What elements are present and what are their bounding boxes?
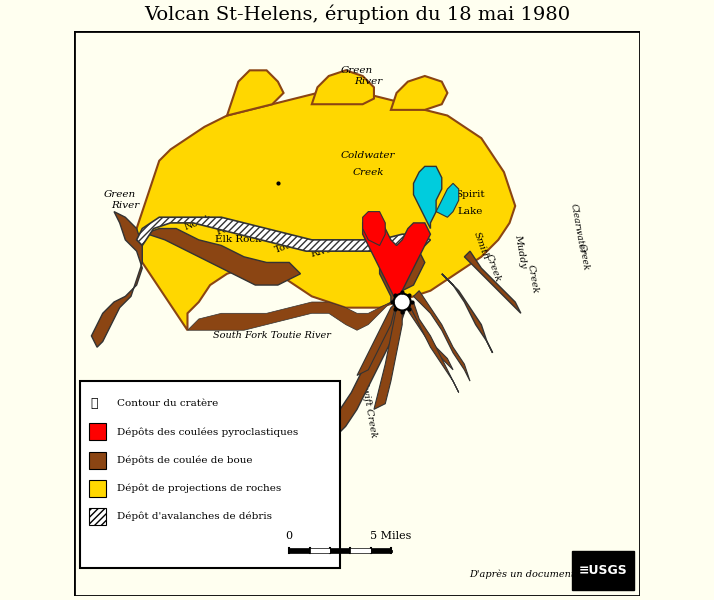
Polygon shape [374, 302, 402, 409]
Polygon shape [136, 217, 431, 251]
Polygon shape [442, 274, 493, 353]
Polygon shape [402, 296, 453, 370]
Bar [371, 548, 391, 553]
Bar [89, 424, 106, 440]
Polygon shape [413, 166, 442, 229]
Text: Coldwater: Coldwater [341, 151, 396, 160]
Polygon shape [408, 302, 458, 392]
Text: Green: Green [341, 66, 373, 75]
Text: D'après un document de l'USGS: D'après un document de l'USGS [469, 569, 628, 579]
Text: Dépôt de projections de roches: Dépôt de projections de roches [117, 484, 281, 493]
Polygon shape [464, 251, 521, 313]
Text: Elk Rock: Elk Rock [215, 235, 261, 244]
Text: Smith: Smith [472, 230, 491, 261]
Text: River: River [354, 77, 383, 86]
Text: Creek: Creek [526, 264, 539, 295]
Title: Volcan St-Helens, éruption du 18 mai 1980: Volcan St-Helens, éruption du 18 mai 198… [144, 4, 570, 23]
Polygon shape [413, 291, 470, 381]
Text: Fork: Fork [215, 220, 239, 236]
Text: Muddy: Muddy [513, 233, 528, 269]
Polygon shape [328, 302, 408, 437]
Bar [89, 480, 106, 497]
Text: ≡USGS: ≡USGS [578, 564, 627, 577]
Circle shape [393, 293, 411, 310]
Polygon shape [312, 70, 374, 104]
Text: Dépôts des coulées pyroclastiques: Dépôts des coulées pyroclastiques [117, 427, 298, 437]
Text: Dépôts de coulée de boue: Dépôts de coulée de boue [117, 455, 252, 465]
Bar [351, 548, 371, 553]
Polygon shape [391, 76, 448, 110]
Polygon shape [363, 217, 431, 302]
Text: Contour du cratère: Contour du cratère [117, 399, 218, 408]
Text: Spirit: Spirit [456, 190, 485, 199]
Text: Green: Green [104, 190, 136, 199]
FancyBboxPatch shape [80, 381, 340, 568]
Text: Lake: Lake [458, 207, 483, 216]
Text: Creek: Creek [576, 242, 590, 271]
Text: River: River [111, 202, 139, 211]
Text: Clearwater: Clearwater [568, 203, 586, 254]
Text: Dépôt d'avalanches de débris: Dépôt d'avalanches de débris [117, 512, 272, 521]
Text: Toutle: Toutle [273, 236, 305, 255]
Polygon shape [188, 302, 391, 330]
Text: South Fork Toutie River: South Fork Toutie River [213, 331, 331, 340]
Text: Creek: Creek [483, 253, 502, 284]
Polygon shape [136, 229, 301, 285]
Polygon shape [380, 245, 425, 302]
FancyBboxPatch shape [572, 551, 634, 590]
Bar [89, 508, 106, 525]
Polygon shape [357, 302, 396, 376]
Bar [289, 548, 310, 553]
Bar [330, 548, 351, 553]
Text: Swift Creek: Swift Creek [359, 380, 378, 439]
Text: River: River [309, 244, 337, 259]
Bar [310, 548, 330, 553]
Polygon shape [136, 93, 516, 330]
Polygon shape [436, 184, 458, 217]
Text: 5 Miles: 5 Miles [371, 532, 411, 541]
Polygon shape [227, 70, 283, 116]
Polygon shape [363, 212, 386, 245]
Bar [89, 452, 106, 469]
Text: 0: 0 [286, 532, 293, 541]
Polygon shape [91, 212, 142, 347]
Text: Creek: Creek [353, 167, 384, 176]
Text: North: North [183, 214, 214, 232]
Text: 🌋: 🌋 [91, 397, 98, 410]
